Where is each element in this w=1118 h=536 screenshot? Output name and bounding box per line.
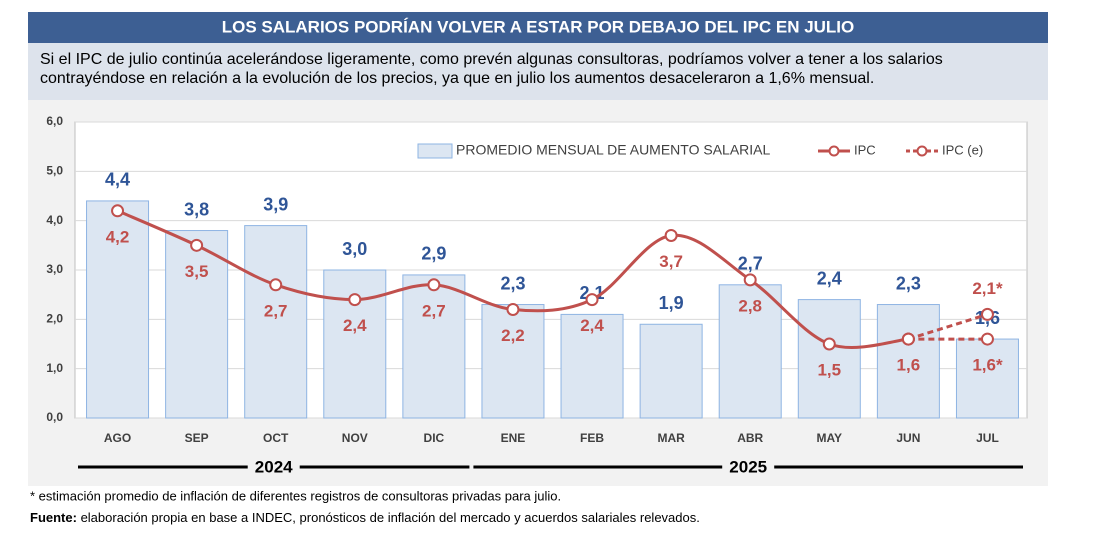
marker (980, 307, 994, 321)
bar (481, 304, 545, 419)
bar (165, 230, 229, 419)
estimate-line (907, 312, 988, 341)
bar-label: 1,9 (659, 293, 684, 313)
x-tick-label: DIC (424, 431, 445, 445)
bar-label: 2,7 (738, 254, 763, 274)
y-tick-label: 5,0 (46, 164, 63, 178)
legend-marker (828, 145, 840, 157)
legend-label: IPC (854, 142, 876, 157)
line-label: 2,7 (264, 301, 288, 320)
bar (560, 313, 624, 419)
subtitle: Si el IPC de julio continúa acelerándose… (40, 51, 943, 87)
x-tick-label: FEB (580, 431, 604, 445)
period-label-bg (722, 457, 775, 477)
y-tick-label: 3,0 (46, 262, 63, 276)
period-label: 2024 (255, 457, 293, 476)
marker (190, 238, 204, 252)
bar-label: 2,3 (896, 273, 921, 293)
y-tick-label: 4,0 (46, 213, 63, 227)
x-tick-label: JUL (976, 431, 999, 445)
line-label: 2,4 (580, 316, 604, 335)
x-tick-label: OCT (263, 431, 289, 445)
bar (955, 338, 1019, 419)
source-text: elaboración propia en base a INDEC, pron… (77, 510, 700, 525)
line-label: 2,1* (972, 279, 1003, 298)
line-label: 1,6 (897, 356, 921, 375)
marker (822, 337, 836, 351)
bar-label: 2,4 (817, 268, 842, 288)
bar-label: 2,3 (500, 273, 525, 293)
bar-label: 3,0 (342, 239, 367, 259)
bar-label: 4,4 (105, 170, 130, 190)
x-tick-label: ENE (501, 431, 526, 445)
x-tick-label: NOV (342, 431, 368, 445)
line-label: 3,5 (185, 262, 209, 281)
bar (718, 284, 782, 419)
bar (876, 304, 940, 419)
bar (323, 269, 387, 419)
legend-label: IPC (e) (942, 142, 983, 157)
marker (111, 204, 125, 218)
chart-title: LOS SALARIOS PODRÍAN VOLVER A ESTAR POR … (222, 17, 855, 36)
source-label: Fuente: (30, 510, 77, 525)
period-label-bg (247, 457, 300, 477)
y-tick-label: 2,0 (46, 312, 63, 326)
bar-label: 3,8 (184, 199, 209, 219)
line-label: 3,7 (659, 252, 683, 271)
line-label: 2,8 (738, 296, 762, 315)
legend-marker (916, 145, 928, 157)
y-tick-label: 6,0 (46, 114, 63, 128)
bar (244, 225, 308, 419)
marker (269, 278, 283, 292)
line-label: 2,2 (501, 326, 525, 345)
header-bar (28, 12, 1048, 43)
x-tick-label: SEP (185, 431, 209, 445)
period-label: 2025 (729, 457, 767, 476)
marker (348, 293, 362, 307)
line-label: 2,4 (343, 316, 367, 335)
y-tick-label: 1,0 (46, 361, 63, 375)
marker (743, 273, 757, 287)
line-label: 2,7 (422, 301, 446, 320)
legend-swatch (417, 143, 453, 159)
bar (797, 299, 861, 419)
legend-label: PROMEDIO MENSUAL DE AUMENTO SALARIAL (456, 142, 771, 158)
bar (86, 200, 150, 419)
subtitle-box (28, 43, 1048, 100)
x-tick-label: ABR (737, 431, 763, 445)
y-tick-label: 0,0 (46, 410, 63, 424)
source: Fuente: elaboración propia en base a IND… (30, 510, 700, 525)
marker (980, 332, 994, 346)
bar (402, 274, 466, 419)
subtitle-wrap: Si el IPC de julio continúa acelerándose… (40, 51, 943, 87)
line-label: 1,6* (972, 356, 1003, 375)
footnote: * estimación promedio de inflación de di… (30, 488, 561, 503)
bar-label: 3,9 (263, 194, 288, 214)
marker (506, 302, 520, 316)
bar (639, 323, 703, 419)
marker (585, 293, 599, 307)
marker (427, 278, 441, 292)
marker (901, 332, 915, 346)
x-tick-label: JUN (896, 431, 920, 445)
x-tick-label: AGO (104, 431, 131, 445)
line-label: 1,5 (817, 360, 841, 379)
x-tick-label: MAY (817, 431, 843, 445)
marker (664, 228, 678, 242)
x-tick-label: MAR (657, 431, 685, 445)
line-label: 4,2 (106, 227, 130, 246)
bar-label: 2,9 (421, 244, 446, 264)
